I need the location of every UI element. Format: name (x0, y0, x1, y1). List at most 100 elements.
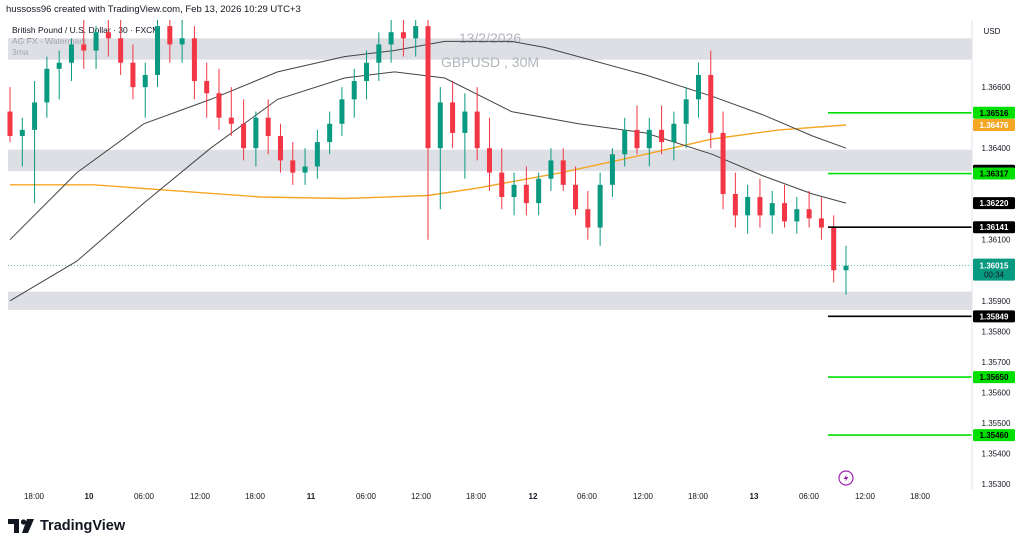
lightning-icon[interactable] (838, 470, 854, 486)
candle (486, 117, 492, 191)
candle-body (609, 154, 615, 185)
candle-body (105, 32, 111, 39)
candle-body (560, 160, 566, 185)
candle (450, 81, 456, 149)
candle-body (204, 81, 210, 94)
price-tick-label: 1.36400 (982, 144, 1011, 153)
candle (523, 166, 529, 216)
price-tag-label: 1.36317 (980, 170, 1009, 179)
candle (769, 190, 775, 234)
price-tick-label: 1.35800 (982, 327, 1011, 336)
price-tag-label: 1.35460 (980, 431, 1009, 440)
candle-body (302, 166, 308, 173)
candle-body (757, 197, 763, 216)
candle-body (413, 26, 419, 39)
time-tick-label: 06:00 (799, 492, 820, 501)
candle (695, 62, 701, 118)
candle-body (265, 117, 271, 136)
candle-body (450, 102, 456, 133)
candle-body (622, 129, 628, 155)
candle (462, 93, 468, 179)
candle-body (44, 68, 50, 103)
candle-body (179, 38, 185, 45)
candle-body (351, 81, 357, 100)
candle (314, 129, 320, 179)
time-tick-label: 18:00 (910, 492, 931, 501)
time-tick-label: 12 (529, 492, 538, 501)
candle-body (462, 111, 468, 133)
candle-body (782, 203, 788, 222)
candle-body (388, 32, 394, 45)
candle-body (241, 123, 247, 149)
candle-body (228, 117, 234, 124)
candle (806, 190, 812, 228)
candle (56, 50, 62, 100)
candle (388, 20, 394, 63)
zones-layer (8, 38, 972, 310)
candle-body (167, 26, 173, 45)
price-tick-label: 1.35600 (982, 388, 1011, 397)
candle (671, 111, 677, 161)
candle-body (597, 184, 603, 228)
candle (536, 172, 542, 216)
zone-0 (8, 38, 972, 60)
candle-body (573, 184, 579, 210)
price-tag-label: 1.36141 (980, 223, 1009, 232)
candle-body (769, 203, 775, 216)
tradingview-brand[interactable]: TradingView (8, 518, 125, 534)
candle (585, 190, 591, 240)
candle-body (339, 99, 345, 124)
last-price-label: 1.36015 (980, 262, 1009, 271)
candle-body (486, 148, 492, 173)
candle (818, 197, 824, 240)
ma-lower-line (9, 71, 847, 302)
candle (118, 20, 124, 75)
candle (720, 111, 726, 210)
created-by-caption: hussoss96 created with TradingView.com, … (6, 4, 301, 15)
legend-symbol[interactable]: British Pound / U.S. Dollar · 30 · FXCM (12, 25, 160, 35)
candle-body (659, 129, 665, 143)
candle-body (68, 44, 74, 63)
candle-body (536, 178, 542, 204)
price-tag-black (973, 310, 1015, 323)
candle (277, 123, 283, 173)
candle-body (277, 135, 283, 161)
time-axis[interactable]: 18:00 10 06:00 12:00 18:00 11 06:00 12:00 18:00 1… (24, 492, 931, 501)
candle (290, 142, 296, 185)
price-tick-label: 1.35900 (982, 297, 1011, 306)
price-axis[interactable]: 1.36600 1.36400 1.36100 1.35900 1.35800 1.357… (982, 83, 1011, 489)
candle (659, 105, 665, 155)
candle (683, 87, 689, 149)
candle-body (732, 193, 738, 216)
candle-body (93, 32, 99, 51)
watermark-date: 13/2/2026 (459, 30, 521, 46)
candle-body (253, 117, 259, 149)
candle-body (720, 132, 726, 194)
candle (757, 178, 763, 228)
candle (745, 184, 751, 234)
candle (573, 166, 579, 216)
candle (339, 87, 345, 136)
candle (155, 20, 161, 88)
price-tag-label: 1.36220 (980, 199, 1009, 208)
time-tick-label: 11 (307, 492, 316, 501)
candle-body (634, 129, 640, 149)
currency-label: USD (984, 27, 1001, 36)
time-tick-label: 06:00 (577, 492, 598, 501)
candle (19, 117, 25, 167)
candle (376, 32, 382, 82)
time-tick-label: 12:00 (190, 492, 211, 501)
time-tick-label: 18:00 (245, 492, 266, 501)
candle (732, 172, 738, 228)
candle-body (437, 102, 443, 149)
time-tick-label: 12:00 (411, 492, 432, 501)
candle (425, 20, 431, 240)
candle (622, 117, 628, 167)
price-tick-label: 1.36100 (982, 236, 1011, 245)
candle-body (511, 184, 517, 198)
candle-body (290, 160, 296, 173)
watermark-symbol: GBPUSD , 30M (441, 54, 539, 70)
candle (44, 56, 50, 118)
price-chart[interactable]: 13/2/2026 GBPUSD , 30M USD 1.36600 1.3640… (0, 0, 1024, 510)
candle-body (794, 209, 800, 222)
